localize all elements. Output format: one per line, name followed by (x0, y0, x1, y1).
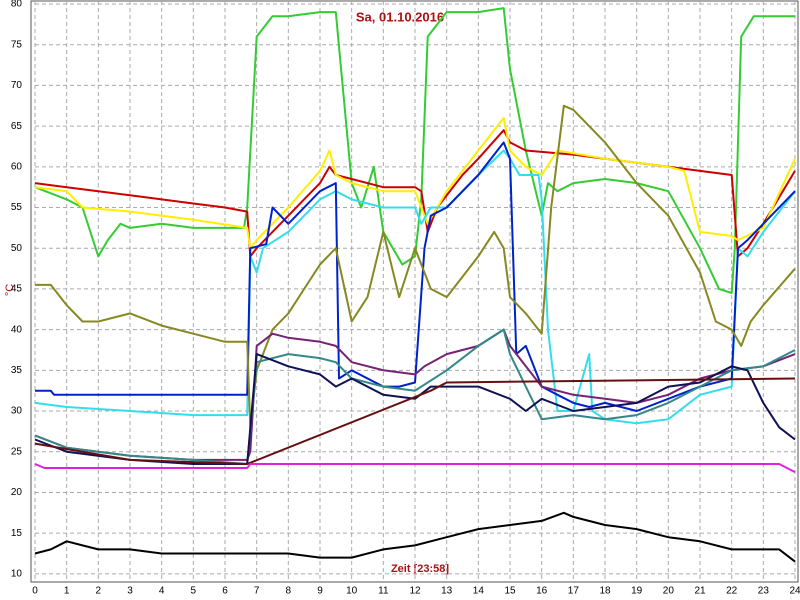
series-line (34, 377, 796, 465)
x-tick-label: 21 (694, 586, 706, 597)
series-line (35, 141, 796, 412)
y-tick-label: 30 (11, 406, 23, 417)
series-line (34, 463, 796, 473)
x-tick-label: 10 (346, 586, 358, 597)
series-line (34, 117, 796, 250)
x-tick-label: 0 (32, 586, 38, 597)
y-tick-label: 45 (11, 284, 23, 295)
x-tick-label: 7 (254, 586, 260, 597)
x-tick-label: 15 (504, 586, 516, 597)
y-axis-label: °C (4, 284, 16, 296)
y-tick-label: 35 (11, 365, 23, 376)
y-tick-label: 55 (11, 202, 23, 213)
series-line (34, 511, 796, 563)
y-tick-label: 75 (11, 39, 23, 50)
x-tick-label: 20 (663, 586, 675, 597)
x-tick-label: 13 (441, 586, 453, 597)
y-tick-label: 25 (11, 446, 23, 457)
series-line (34, 7, 795, 294)
x-tick-label: 3 (127, 586, 133, 597)
chart-title: Sa, 01.10.2016 (356, 9, 444, 24)
y-tick-label: 10 (11, 568, 23, 579)
y-tick-label: 80 (11, 0, 23, 10)
x-tick-label: 4 (159, 586, 165, 597)
series-line (34, 353, 796, 465)
y-tick-label: 20 (11, 487, 23, 498)
y-tick-label: 40 (11, 324, 23, 335)
series-line (34, 129, 796, 258)
x-tick-label: 8 (286, 586, 292, 597)
x-tick-label: 2 (96, 586, 102, 597)
x-tick-label: 12 (409, 586, 421, 597)
y-tick-label: 15 (11, 528, 23, 539)
x-tick-label: 19 (631, 586, 643, 597)
y-tick-label: 50 (11, 243, 23, 254)
x-tick-label: 23 (758, 586, 770, 597)
y-tick-label: 60 (11, 161, 23, 172)
x-tick-label: 5 (191, 586, 197, 597)
x-axis-label: Zeit [23:58] (391, 563, 449, 575)
x-tick-label: 22 (726, 586, 738, 597)
x-tick-label: 6 (222, 586, 228, 597)
x-tick-label: 24 (789, 586, 800, 597)
x-tick-label: 1 (64, 586, 70, 597)
x-tick-label: 17 (568, 586, 580, 597)
y-tick-label: 70 (11, 80, 23, 91)
x-tick-label: 14 (473, 586, 485, 597)
x-tick-label: 11 (378, 586, 389, 597)
x-tick-label: 18 (599, 586, 611, 597)
y-tick-label: 65 (11, 121, 23, 132)
x-tick-label: 9 (317, 586, 323, 597)
series-line (34, 149, 796, 425)
series-line (35, 104, 796, 429)
x-tick-label: 16 (536, 586, 548, 597)
